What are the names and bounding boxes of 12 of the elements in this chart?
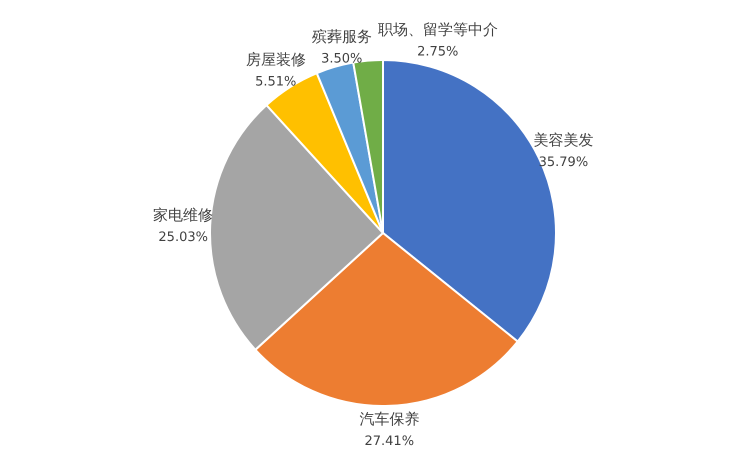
slice-label: 家电维修 <box>153 206 214 224</box>
slice-label: 职场、留学等中介 <box>378 20 498 39</box>
data-label: 5.51% <box>255 74 296 90</box>
slice-label: 美容美发 <box>533 130 594 149</box>
slice-label: 汽车保养 <box>359 410 420 428</box>
slice-label: 殡葬服务 <box>312 28 372 46</box>
slice-label: 房屋装修 <box>246 50 306 68</box>
data-label: 27.41% <box>364 434 414 449</box>
data-label: 35.79% <box>538 154 588 170</box>
data-label: 3.50% <box>321 52 362 67</box>
data-label: 25.03% <box>158 230 208 246</box>
data-label: 2.75% <box>417 44 458 60</box>
